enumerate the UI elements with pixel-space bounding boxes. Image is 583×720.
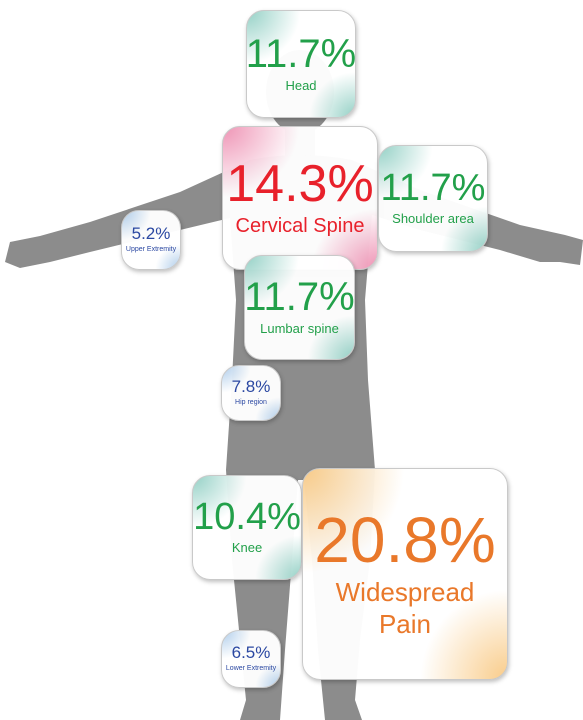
- region-label: Hip region: [221, 399, 281, 408]
- region-value: 11.7%: [381, 169, 486, 207]
- region-label: Cervical Spine: [222, 214, 378, 239]
- region-box: 5.2% Upper Extremity: [121, 210, 181, 270]
- region-value: 5.2%: [132, 225, 171, 242]
- region-box: 6.5% Lower Extremity: [221, 630, 281, 688]
- region-label: Head: [251, 78, 351, 94]
- region-label: Widespread Pain: [330, 576, 480, 641]
- region-label: Lower Extremity: [221, 665, 281, 674]
- region-value: 10.4%: [193, 498, 301, 536]
- region-value: 7.8%: [232, 378, 271, 395]
- region-box: 11.7% Lumbar spine: [244, 255, 355, 360]
- region-label: Knee: [197, 540, 297, 556]
- region-value: 20.8%: [314, 508, 495, 572]
- region-label: Lumbar spine: [250, 321, 350, 337]
- region-label: Shoulder area: [378, 211, 488, 227]
- region-box: 10.4% Knee: [192, 475, 302, 580]
- region-box: 14.3% Cervical Spine: [222, 126, 378, 270]
- region-value: 6.5%: [232, 644, 271, 661]
- region-box: 7.8% Hip region: [221, 365, 281, 421]
- region-label: Upper Extremity: [121, 246, 181, 255]
- region-box: 20.8%Widespread Pain: [302, 468, 508, 680]
- region-box: 11.7% Shoulder area: [378, 145, 488, 252]
- region-box: 11.7% Head: [246, 10, 356, 118]
- region-value: 11.7%: [244, 277, 354, 317]
- page: {"regions": [ {"value": "11.7%", "label"…: [0, 0, 583, 720]
- region-value: 11.7%: [246, 34, 356, 74]
- region-value: 14.3%: [226, 158, 373, 210]
